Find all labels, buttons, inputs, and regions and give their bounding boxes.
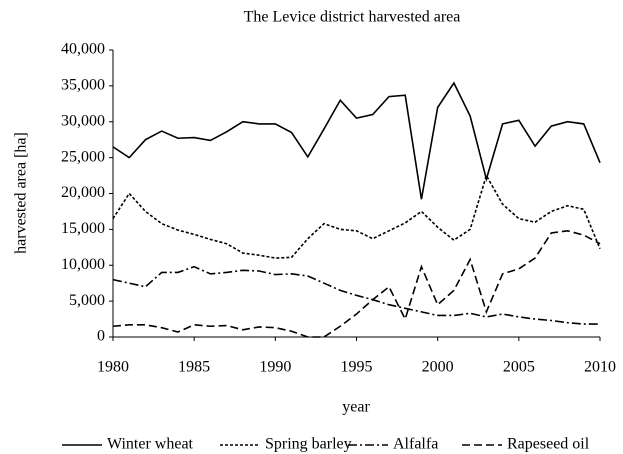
x-tick-label: 2000 bbox=[422, 359, 454, 376]
x-axis-title: year bbox=[342, 399, 370, 416]
x-tick-label: 1980 bbox=[97, 359, 129, 376]
series-line bbox=[112, 173, 601, 259]
legend-label: Spring barley bbox=[265, 436, 352, 453]
legend-label: Rapeseed oil bbox=[507, 436, 590, 453]
y-tick-label: 15,000 bbox=[61, 220, 105, 237]
legend-label: Alfalfa bbox=[393, 436, 438, 453]
x-tick-label: 1990 bbox=[259, 359, 291, 376]
legend-label: Winter wheat bbox=[107, 436, 194, 453]
x-tick-label: 1995 bbox=[341, 359, 373, 376]
y-tick-label: 10,000 bbox=[61, 256, 105, 273]
y-axis-title: harvested area [ha] bbox=[13, 132, 30, 254]
y-tick-label: 0 bbox=[97, 328, 105, 345]
y-tick-label: 20,000 bbox=[61, 184, 105, 201]
x-tick-label: 1985 bbox=[178, 359, 210, 376]
x-tick-label: 2005 bbox=[503, 359, 535, 376]
y-tick-label: 25,000 bbox=[61, 148, 105, 165]
series-line bbox=[112, 265, 600, 325]
series-line bbox=[112, 229, 601, 338]
y-tick-label: 30,000 bbox=[61, 112, 105, 129]
chart-title: The Levice district harvested area bbox=[244, 9, 461, 26]
y-tick-label: 35,000 bbox=[61, 77, 105, 94]
y-tick-label: 5,000 bbox=[69, 292, 105, 309]
series-line bbox=[112, 81, 601, 200]
x-tick-label: 2010 bbox=[584, 359, 616, 376]
y-tick-label: 40,000 bbox=[61, 41, 105, 58]
